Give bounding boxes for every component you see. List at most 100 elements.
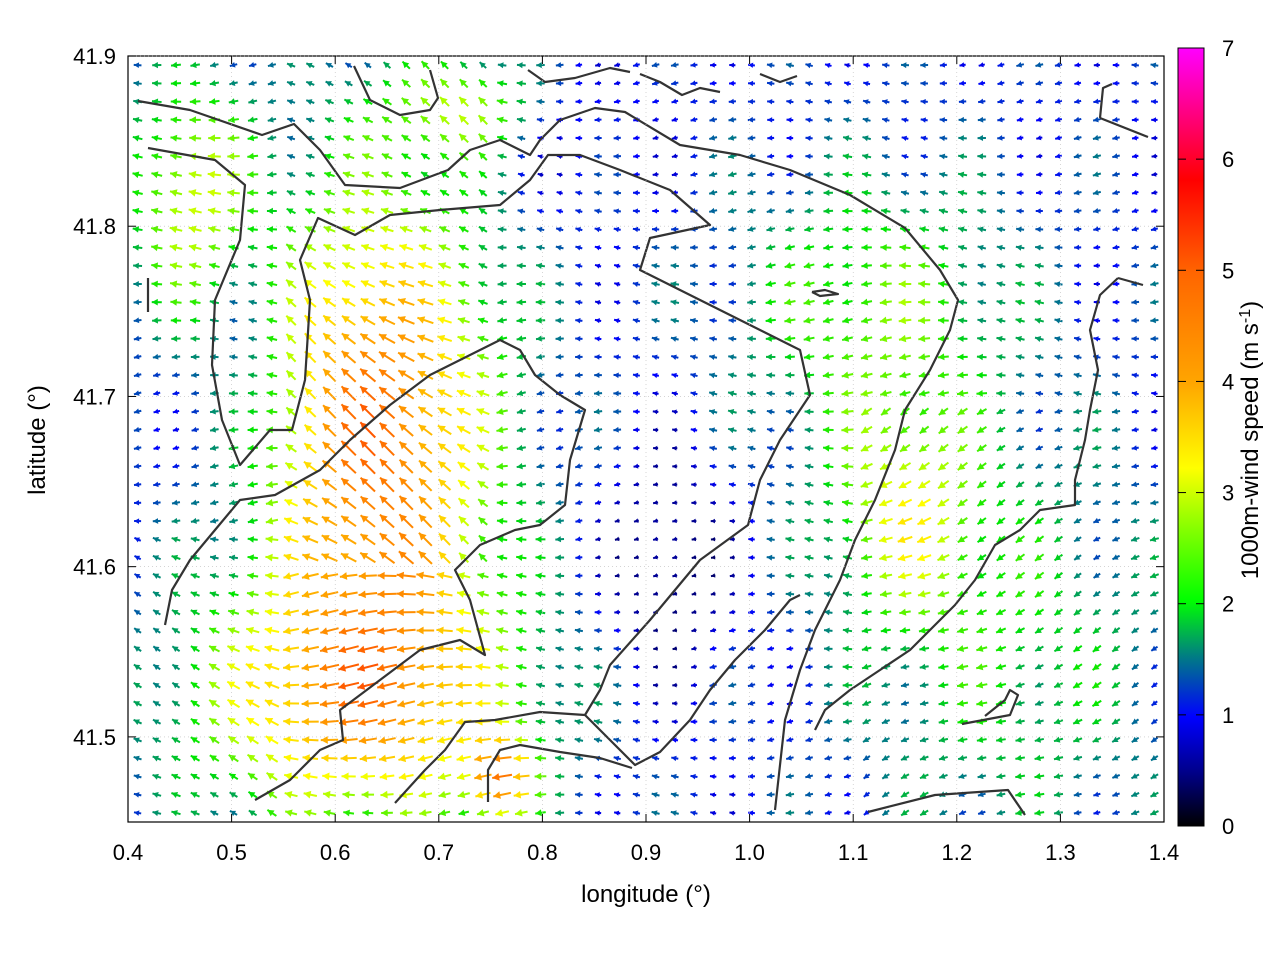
- wind-arrow: [900, 773, 910, 780]
- wind-arrow: [632, 226, 641, 233]
- wind-arrow: [190, 627, 200, 634]
- wind-arrow: [1034, 736, 1045, 743]
- wind-arrow: [436, 353, 453, 361]
- wind-arrow: [152, 737, 162, 744]
- wind-arrow: [613, 98, 621, 104]
- wind-arrow: [172, 426, 180, 433]
- wind-arrow: [555, 426, 564, 433]
- wind-arrow: [362, 98, 373, 106]
- wind-arrow: [439, 133, 450, 143]
- wind-arrow: [1111, 681, 1121, 689]
- wind-arrow: [937, 353, 949, 361]
- wind-arrow: [1111, 699, 1121, 707]
- wind-arrow: [727, 372, 737, 379]
- wind-arrow: [190, 335, 200, 342]
- wind-arrow: [133, 737, 142, 744]
- wind-arrow: [957, 498, 968, 508]
- wind-arrow: [862, 99, 871, 105]
- wind-arrow: [556, 190, 563, 196]
- wind-arrow: [357, 718, 378, 727]
- wind-arrow: [438, 225, 451, 233]
- colorbar-title-main: 1000m-wind speed (m s: [1237, 323, 1264, 579]
- wind-arrow: [536, 208, 545, 214]
- wind-arrow: [516, 371, 527, 378]
- wind-arrow: [378, 754, 396, 763]
- wind-arrow: [247, 171, 259, 178]
- wind-arrow: [305, 153, 315, 160]
- wind-arrow: [766, 536, 775, 543]
- wind-arrow: [497, 262, 507, 269]
- wind-arrow: [228, 590, 239, 598]
- wind-arrow: [691, 627, 697, 633]
- wind-arrow: [959, 80, 967, 86]
- wind-arrow: [804, 572, 814, 580]
- wind-arrow: [901, 80, 909, 87]
- wind-arrow: [976, 554, 987, 562]
- wind-arrow: [209, 591, 220, 598]
- wind-arrow: [767, 135, 775, 141]
- wind-arrow: [1091, 699, 1102, 707]
- wind-arrow: [728, 281, 737, 287]
- wind-arrow: [767, 117, 775, 123]
- wind-arrow: [633, 409, 640, 415]
- wind-arrow: [439, 96, 450, 107]
- wind-arrow: [320, 627, 339, 635]
- wind-arrow: [1072, 718, 1083, 725]
- wind-arrow: [917, 572, 932, 580]
- wind-arrow: [841, 407, 854, 416]
- wind-arrow: [747, 736, 756, 743]
- wind-arrow: [1150, 99, 1158, 105]
- wind-arrow: [863, 773, 871, 780]
- wind-arrow: [747, 390, 756, 397]
- wind-arrow: [918, 608, 931, 616]
- wind-arrow: [863, 62, 871, 68]
- wind-arrow: [823, 682, 833, 689]
- wind-arrow: [133, 372, 142, 378]
- wind-arrow: [861, 645, 872, 652]
- wind-arrow: [340, 385, 357, 402]
- wind-arrow: [536, 445, 545, 451]
- wind-arrow: [767, 682, 775, 688]
- wind-arrow: [709, 80, 717, 86]
- wind-arrow: [1131, 445, 1139, 451]
- wind-arrow: [496, 389, 508, 397]
- wind-arrow: [976, 371, 987, 379]
- wind-arrow: [670, 336, 679, 342]
- wind-arrow: [304, 225, 316, 233]
- wind-arrow: [613, 300, 621, 306]
- wind-arrow: [536, 463, 545, 469]
- wind-arrow: [229, 791, 238, 798]
- wind-arrow: [190, 79, 201, 87]
- wind-arrow: [229, 299, 238, 306]
- wind-arrow: [1054, 390, 1063, 397]
- wind-arrow: [574, 372, 583, 378]
- wind-arrow: [841, 335, 853, 342]
- wind-arrow: [516, 62, 526, 69]
- wind-arrow: [1074, 244, 1082, 251]
- wind-arrow: [1092, 718, 1102, 725]
- wind-arrow: [842, 316, 853, 324]
- wind-arrow: [710, 518, 716, 524]
- wind-arrow: [1054, 98, 1063, 104]
- wind-arrow: [190, 536, 200, 543]
- wind-arrow: [939, 135, 948, 142]
- wind-arrow: [171, 755, 181, 762]
- wind-arrow: [1150, 335, 1159, 342]
- wind-arrow: [1053, 736, 1064, 743]
- wind-arrow: [283, 772, 299, 781]
- wind-arrow: [152, 663, 161, 671]
- wind-arrow: [1054, 226, 1063, 233]
- wind-arrow: [574, 627, 583, 634]
- colorbar-tick-label: 2: [1222, 592, 1234, 617]
- wind-arrow: [457, 572, 471, 580]
- wind-arrow: [861, 262, 872, 270]
- wind-arrow: [689, 281, 698, 287]
- wind-arrow: [190, 773, 201, 780]
- wind-arrow: [1034, 791, 1045, 798]
- wind-arrow: [283, 736, 299, 744]
- wind-arrow: [418, 423, 433, 436]
- wind-arrow: [842, 573, 853, 580]
- wind-arrow: [376, 645, 398, 654]
- wind-arrow: [765, 262, 776, 269]
- wind-arrow: [396, 571, 416, 580]
